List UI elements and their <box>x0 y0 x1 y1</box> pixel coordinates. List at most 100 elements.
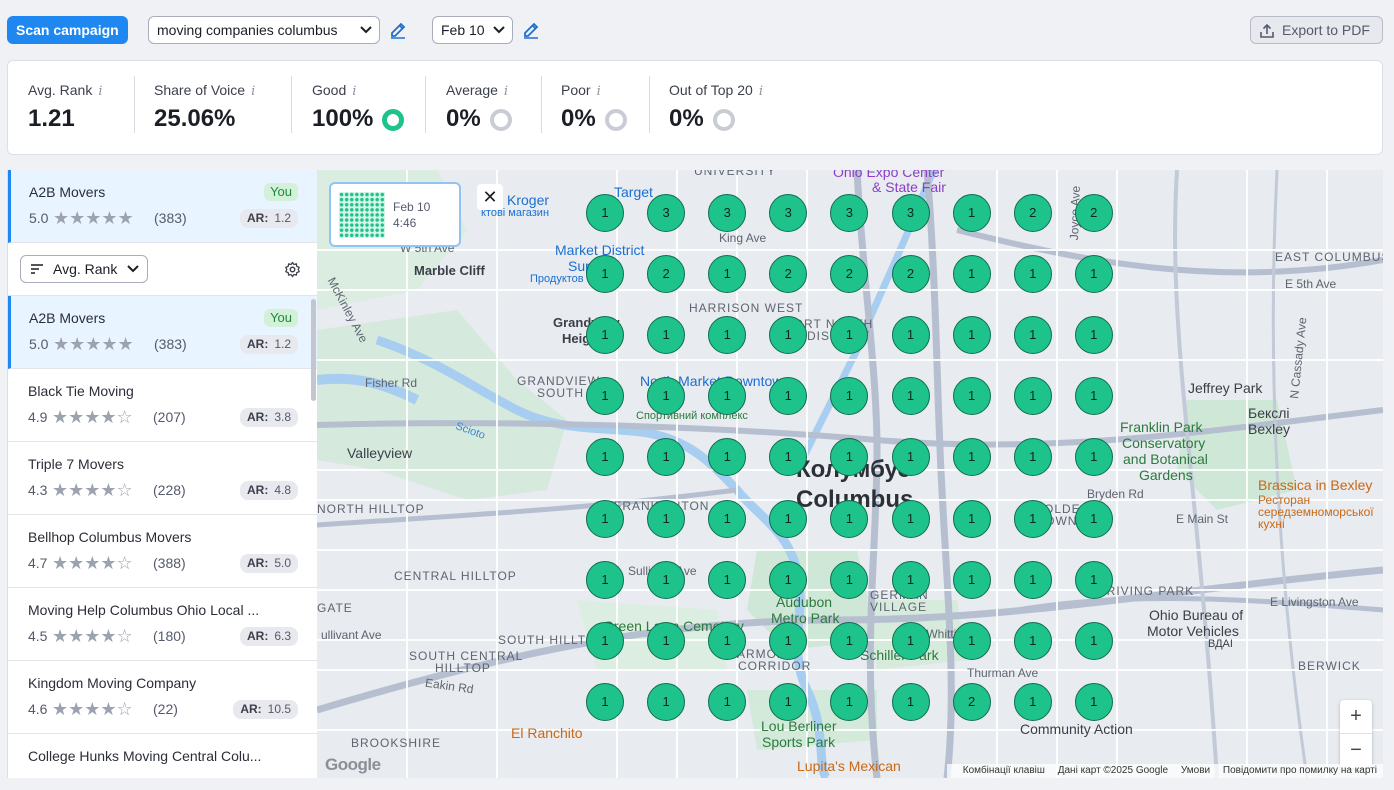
rank-pin[interactable]: 1 <box>708 682 747 721</box>
competitor-card[interactable]: Bellhop Columbus Movers 4.7 ★★★★☆ (388) AR: 5… <box>8 515 317 588</box>
scrollbar-thumb[interactable] <box>311 299 316 401</box>
rank-pin[interactable]: 1 <box>1074 682 1113 721</box>
rank-pin[interactable]: 2 <box>952 682 991 721</box>
rank-pin[interactable]: 1 <box>1074 377 1113 416</box>
rank-pin[interactable]: 1 <box>1074 255 1113 294</box>
rank-pin[interactable]: 3 <box>830 194 869 232</box>
rank-pin[interactable]: 1 <box>1013 377 1052 416</box>
rank-pin[interactable]: 1 <box>1013 560 1052 599</box>
rank-map[interactable]: Marble Cliff Grandview Heig GRANDVIEW SO… <box>317 170 1383 778</box>
rank-pin[interactable]: 1 <box>952 499 991 538</box>
rank-pin[interactable]: 1 <box>586 621 624 660</box>
rank-pin[interactable]: 1 <box>647 682 686 721</box>
rank-pin[interactable]: 1 <box>586 255 624 294</box>
rank-pin[interactable]: 3 <box>708 194 747 232</box>
rank-pin[interactable]: 1 <box>708 316 747 355</box>
rank-pin[interactable]: 2 <box>647 255 686 294</box>
rank-pin[interactable]: 1 <box>586 560 624 599</box>
rank-pin[interactable]: 1 <box>830 560 869 599</box>
rank-pin[interactable]: 1 <box>769 377 808 416</box>
rank-pin[interactable]: 1 <box>830 499 869 538</box>
edit-date-icon[interactable] <box>522 21 540 39</box>
rank-pin[interactable]: 1 <box>769 316 808 355</box>
info-icon[interactable]: i <box>98 84 103 99</box>
terms-link[interactable]: Умови <box>1180 765 1211 776</box>
competitor-card[interactable]: College Hunks Moving Central Colu... <box>8 734 317 778</box>
rank-pin[interactable]: 3 <box>647 194 686 232</box>
rank-pin[interactable]: 1 <box>708 560 747 599</box>
rank-pin[interactable]: 2 <box>1074 194 1113 232</box>
rank-pin[interactable]: 1 <box>708 499 747 538</box>
rank-pin[interactable]: 1 <box>647 438 686 477</box>
rank-pin[interactable]: 1 <box>830 682 869 721</box>
rank-pin[interactable]: 2 <box>769 255 808 294</box>
rank-pin[interactable]: 1 <box>708 255 747 294</box>
rank-pin[interactable]: 2 <box>891 255 930 294</box>
gear-icon[interactable] <box>284 261 301 278</box>
rank-pin[interactable]: 1 <box>891 438 930 477</box>
rank-pin[interactable]: 1 <box>891 621 930 660</box>
rank-pin[interactable]: 1 <box>708 438 747 477</box>
rank-pin[interactable]: 3 <box>769 194 808 232</box>
competitor-card[interactable]: Triple 7 Movers 4.3 ★★★★☆ (228) AR: 4.8 <box>8 442 317 515</box>
rank-pin[interactable]: 1 <box>952 255 991 294</box>
rank-pin[interactable]: 1 <box>952 621 991 660</box>
zoom-in-button[interactable]: + <box>1340 700 1372 734</box>
rank-pin[interactable]: 1 <box>952 194 991 232</box>
info-icon[interactable]: i <box>758 84 763 99</box>
sort-select[interactable]: Avg. Rank <box>20 255 148 283</box>
rank-pin[interactable]: 1 <box>1013 316 1052 355</box>
close-icon[interactable]: ✕ <box>477 184 503 210</box>
rank-pin[interactable]: 1 <box>708 621 747 660</box>
scan-thumbnail[interactable]: Feb 10 4:46 <box>329 182 461 247</box>
info-icon[interactable]: i <box>251 84 256 99</box>
rank-pin[interactable]: 1 <box>586 316 624 355</box>
scan-campaign-button[interactable]: Scan campaign <box>7 16 128 44</box>
rank-pin[interactable]: 1 <box>830 621 869 660</box>
rank-pin[interactable]: 1 <box>1013 621 1052 660</box>
edit-keyword-icon[interactable] <box>389 21 407 39</box>
rank-pin[interactable]: 1 <box>769 560 808 599</box>
rank-pin[interactable]: 1 <box>1074 316 1113 355</box>
date-select[interactable]: Feb 10 <box>432 16 513 44</box>
competitor-card[interactable]: Moving Help Columbus Ohio Local ... 4.5 ★★… <box>8 588 317 661</box>
export-pdf-button[interactable]: Export to PDF <box>1250 16 1383 44</box>
keyword-select[interactable]: moving companies columbus <box>148 16 380 44</box>
rank-pin[interactable]: 1 <box>708 377 747 416</box>
keyboard-shortcuts-link[interactable]: Комбінації клавіш <box>962 765 1045 776</box>
competitor-card[interactable]: A2B Movers You 5.0 ★★★★★ (383) AR: 1.2 <box>8 296 317 369</box>
rank-pin[interactable]: 1 <box>830 377 869 416</box>
rank-pin[interactable]: 1 <box>1013 438 1052 477</box>
rank-pin[interactable]: 1 <box>1074 499 1113 538</box>
rank-pin[interactable]: 1 <box>1013 682 1052 721</box>
rank-pin[interactable]: 1 <box>647 316 686 355</box>
your-business-card[interactable]: A2B Movers You 5.0 ★★★★★ (383) AR: 1.2 <box>8 170 317 243</box>
rank-pin[interactable]: 2 <box>1013 194 1052 232</box>
info-icon[interactable]: i <box>352 84 357 99</box>
rank-pin[interactable]: 1 <box>1074 560 1113 599</box>
rank-pin[interactable]: 1 <box>586 499 624 538</box>
rank-pin[interactable]: 1 <box>769 682 808 721</box>
rank-pin[interactable]: 1 <box>586 438 624 477</box>
rank-pin[interactable]: 1 <box>769 438 808 477</box>
competitor-card[interactable]: Black Tie Moving 4.9 ★★★★☆ (207) AR: 3.8 <box>8 369 317 442</box>
rank-pin[interactable]: 1 <box>647 621 686 660</box>
rank-pin[interactable]: 1 <box>1074 621 1113 660</box>
rank-pin[interactable]: 1 <box>891 560 930 599</box>
rank-pin[interactable]: 1 <box>586 194 624 232</box>
rank-pin[interactable]: 1 <box>1013 255 1052 294</box>
rank-pin[interactable]: 1 <box>891 682 930 721</box>
rank-pin[interactable]: 1 <box>769 621 808 660</box>
rank-pin[interactable]: 1 <box>1074 438 1113 477</box>
rank-pin[interactable]: 3 <box>891 194 930 232</box>
info-icon[interactable]: i <box>596 84 601 99</box>
rank-pin[interactable]: 1 <box>952 316 991 355</box>
info-icon[interactable]: i <box>503 84 509 99</box>
rank-pin[interactable]: 1 <box>647 499 686 538</box>
rank-pin[interactable]: 1 <box>830 316 869 355</box>
rank-pin[interactable]: 1 <box>891 316 930 355</box>
rank-pin[interactable]: 1 <box>891 377 930 416</box>
rank-pin[interactable]: 1 <box>586 377 624 416</box>
zoom-out-button[interactable]: − <box>1350 739 1362 761</box>
rank-pin[interactable]: 1 <box>891 499 930 538</box>
